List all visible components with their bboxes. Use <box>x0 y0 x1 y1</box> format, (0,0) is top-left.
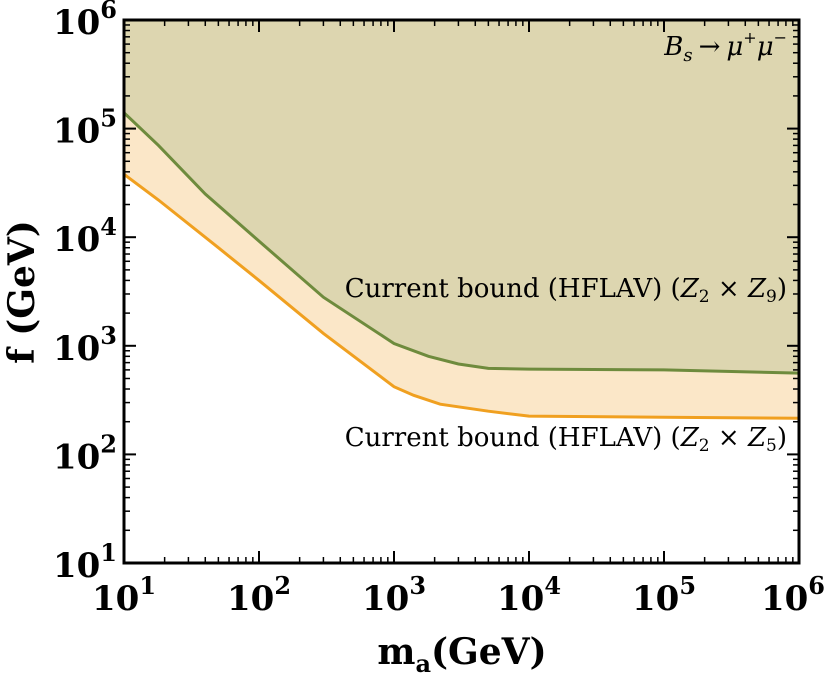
plot-frame <box>122 18 801 565</box>
series-label-z2z9: Current bound (HFLAV) (Z2 × Z9) <box>345 274 787 307</box>
region-fill-z2z9 <box>124 20 799 374</box>
y-tick-label: 101 <box>53 538 117 586</box>
x-tick-label: 101 <box>92 571 156 619</box>
y-tick-label: 102 <box>53 429 117 477</box>
x-tick-label: 103 <box>362 571 426 619</box>
x-tick-labels: 101 102 103 104 105 106 <box>92 571 825 619</box>
series-line-z2z5 <box>123 173 800 420</box>
y-tick-label: 105 <box>53 104 117 152</box>
y-tick-labels: 101 102 103 104 105 106 <box>53 0 117 586</box>
series-label-z2z5: Current bound (HFLAV) (Z2 × Z5) <box>345 423 787 456</box>
x-tick-label: 102 <box>227 571 291 619</box>
y-axis-title: f (GeV) <box>1 220 43 364</box>
x-tick-label: 106 <box>761 571 825 619</box>
series-line-z2z9 <box>122 111 800 375</box>
x-tick-label: 104 <box>497 571 561 619</box>
y-tick-label: 106 <box>53 0 117 43</box>
region-fills <box>124 20 799 419</box>
series-lines <box>122 111 800 420</box>
y-tick-label: 104 <box>53 212 117 260</box>
process-label: Bs → μ+μ− <box>663 28 787 66</box>
x-tick-label: 105 <box>632 571 696 619</box>
y-tick-label: 103 <box>53 321 117 369</box>
x-axis-title: ma(GeV) <box>377 631 546 674</box>
